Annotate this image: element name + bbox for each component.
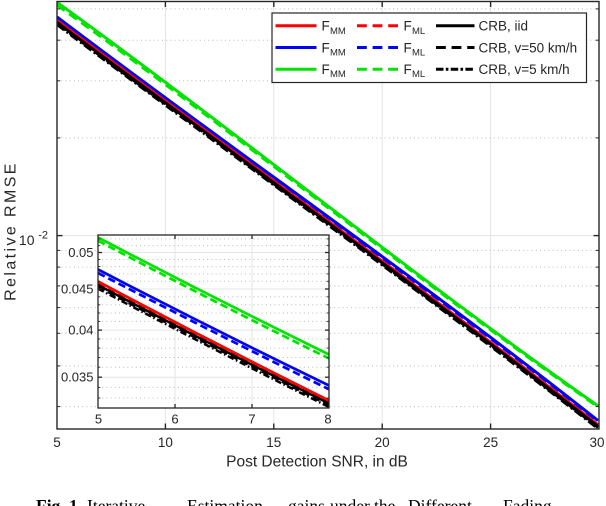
svg-text:10: 10 [158,435,173,450]
svg-text:MM: MM [330,48,346,59]
svg-text:Estimation: Estimation [187,496,263,506]
svg-text:0.05: 0.05 [68,245,93,260]
svg-text:0.04: 0.04 [68,323,93,338]
svg-text:F: F [322,62,330,77]
svg-text:MM: MM [330,69,346,80]
svg-text:7: 7 [248,412,255,427]
svg-text:Post Detection SNR, in dB: Post Detection SNR, in dB [226,454,408,471]
svg-text:0.045: 0.045 [61,282,94,297]
svg-text:CRB, iid: CRB, iid [479,19,529,34]
svg-text:5: 5 [53,435,61,450]
svg-text:ML: ML [412,26,425,37]
svg-text:8: 8 [324,412,331,427]
svg-text:F: F [404,19,412,34]
svg-text:the: the [374,496,396,506]
svg-text:0.035: 0.035 [61,370,94,385]
svg-text:gains: gains [288,496,325,506]
svg-text:under: under [330,496,370,506]
svg-text:F: F [322,19,330,34]
svg-text:10: 10 [19,232,35,248]
svg-text:ML: ML [412,69,425,80]
svg-text:20: 20 [375,435,390,450]
svg-text:Iterative: Iterative [87,496,146,506]
svg-text:ML: ML [412,48,425,59]
svg-text:F: F [404,62,412,77]
svg-text:Relative RMSE: Relative RMSE [3,161,20,301]
svg-text:30: 30 [589,435,604,450]
svg-text:-2: -2 [38,230,48,242]
svg-text:Different: Different [408,496,472,506]
svg-text:CRB, v=50 km/h: CRB, v=50 km/h [479,40,578,55]
svg-text:6: 6 [171,412,178,427]
svg-text:MM: MM [330,26,346,37]
svg-text:F: F [322,40,330,55]
svg-text:Fig. 1.: Fig. 1. [36,496,82,506]
svg-text:Fading: Fading [503,496,552,506]
svg-text:F: F [404,40,412,55]
svg-text:CRB, v=5 km/h: CRB, v=5 km/h [479,62,570,77]
svg-text:25: 25 [483,435,498,450]
svg-text:5: 5 [95,412,102,427]
svg-text:15: 15 [266,435,281,450]
